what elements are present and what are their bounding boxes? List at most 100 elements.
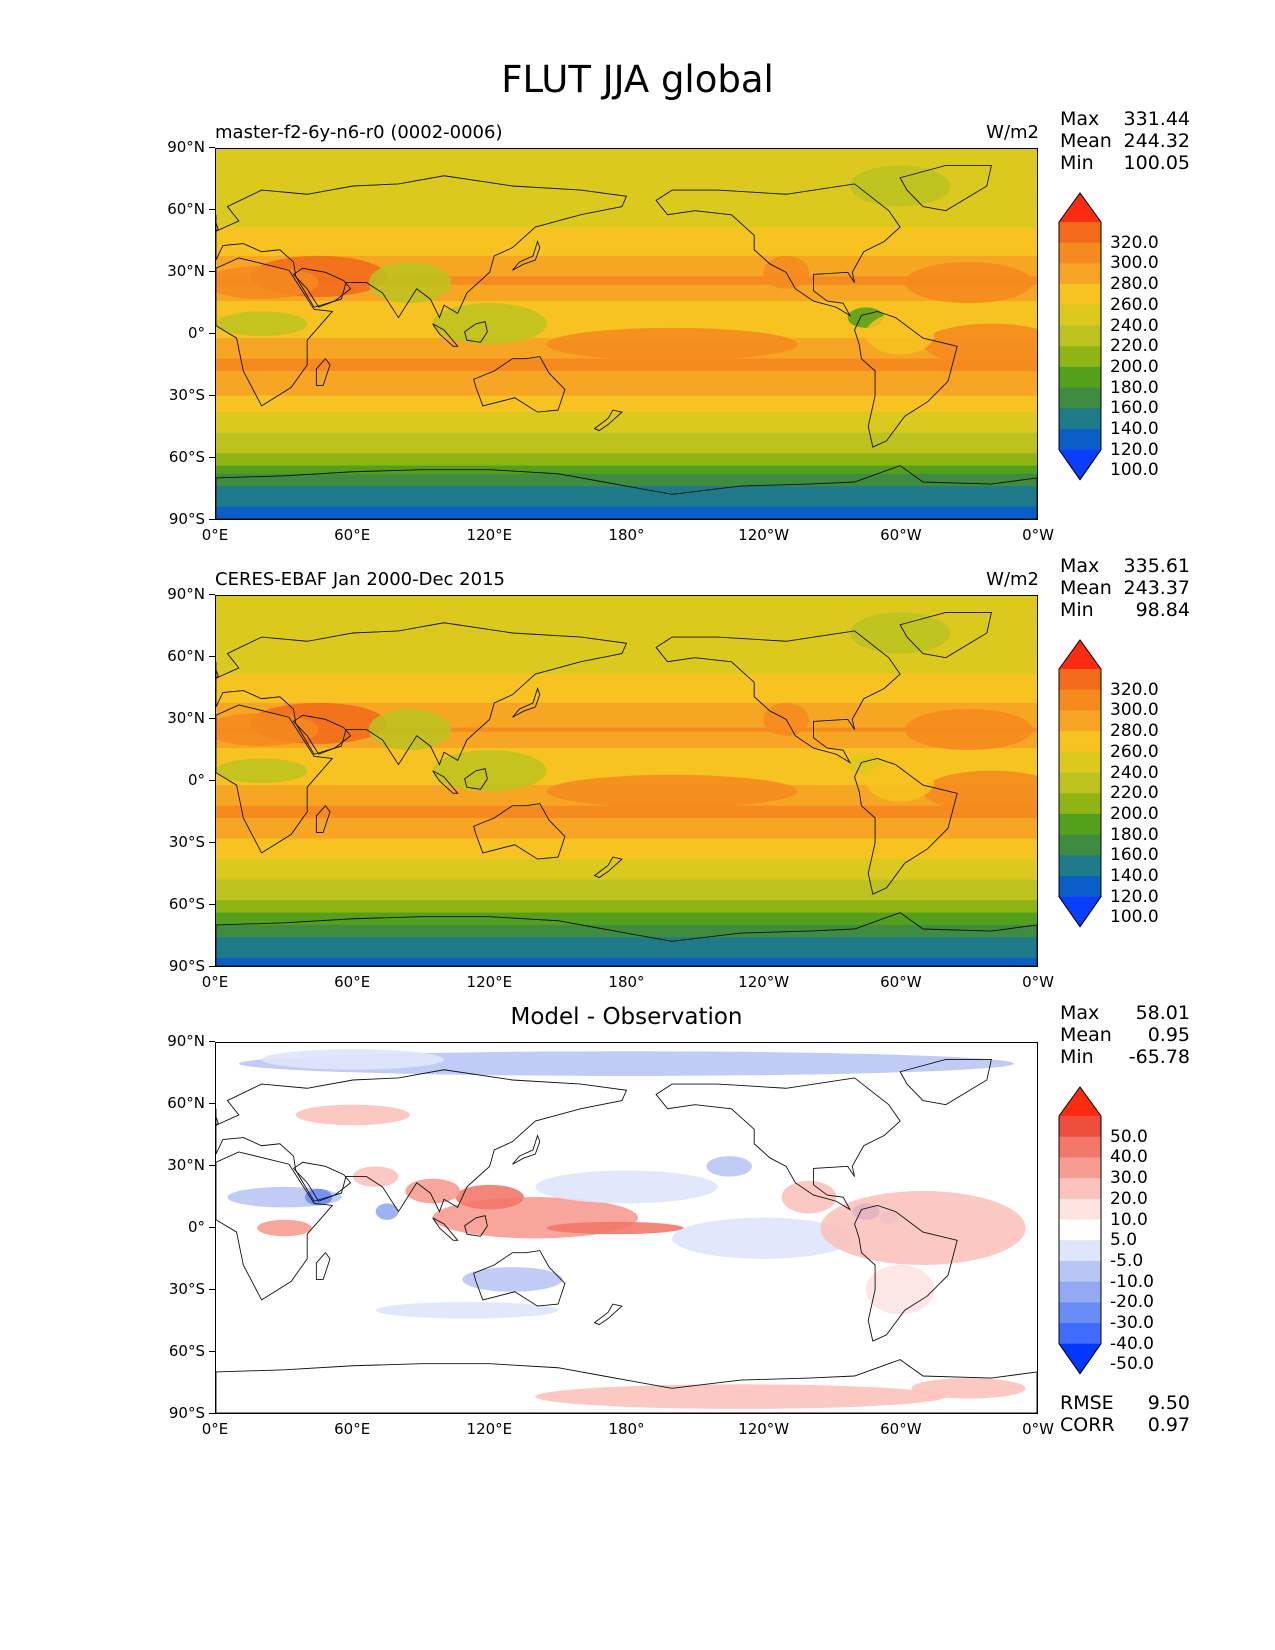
map-svg [216, 1043, 1037, 1413]
colorbar-tick-label: 200.0 [1110, 356, 1159, 377]
field-band [216, 440, 1037, 446]
coastline-samerica [854, 310, 958, 448]
field-band [216, 645, 1037, 651]
colorbar-segment [1059, 222, 1101, 244]
field-band [216, 744, 1037, 749]
field-band [216, 255, 1037, 261]
coastline-japan [512, 240, 541, 271]
diff-region [546, 1221, 684, 1235]
colorbar-segment [1059, 387, 1101, 409]
field-band [216, 739, 1037, 745]
stat-value: 58.01 [1135, 1002, 1190, 1024]
field-band [216, 399, 1037, 405]
field-band [216, 707, 1037, 712]
stat-row: Max 58.01 [1060, 1002, 1190, 1024]
field-band [216, 678, 1037, 683]
stat-label: Min [1060, 1046, 1094, 1068]
field-band [216, 612, 1037, 618]
colorbar-segment [1059, 346, 1101, 368]
colorbar-tick-label: 5.0 [1110, 1230, 1138, 1251]
stat-row: Mean 0.95 [1060, 1024, 1190, 1046]
field-band [216, 313, 1037, 319]
field-band [216, 432, 1037, 438]
colorbar-tick-label: 20.0 [1110, 1188, 1148, 1209]
colorbar-tick-label: 120.0 [1110, 439, 1159, 460]
colorbar-tick-label: -5.0 [1110, 1250, 1144, 1271]
x-tick-label: 120°E [466, 973, 513, 991]
colorbar-tick-label: 120.0 [1110, 886, 1159, 907]
y-tick-label: 90°S [155, 957, 215, 975]
map-panel-3: Model - Observation Max 58.01 Mean 0.95 Min -6… [0, 1002, 1275, 1466]
colorbar-segment [1059, 408, 1101, 430]
y-tick-label: 30°N [155, 709, 215, 727]
colorbar-segment [1059, 731, 1101, 753]
field-band [216, 916, 1037, 922]
coastline-antarctica [216, 1359, 1037, 1413]
field-region [368, 708, 451, 751]
colorbar-tick-label: 50.0 [1110, 1126, 1148, 1147]
field-band [216, 855, 1037, 860]
figure-title: FLUT JJA global [501, 58, 774, 101]
colorbar-segment [1059, 366, 1101, 388]
colorbar-extend-max [1059, 1087, 1101, 1116]
field-band [216, 904, 1037, 910]
field-band [216, 649, 1037, 655]
field-band [216, 260, 1037, 265]
colorbar-extend-min [1059, 1343, 1101, 1374]
coastline-borneo [464, 1215, 488, 1237]
coastline-africa [216, 704, 334, 854]
field-band [216, 949, 1037, 955]
field-band [216, 268, 1037, 273]
stat-value: 0.97 [1147, 1414, 1190, 1436]
field-band [216, 514, 1037, 519]
field-band [216, 690, 1037, 696]
field-band [216, 239, 1037, 245]
field-band [216, 214, 1037, 220]
y-tick-label: 60°S [155, 895, 215, 913]
y-tick-label: 30°S [155, 1280, 215, 1298]
field-band [216, 366, 1037, 372]
diff-region [865, 1265, 935, 1315]
coastline-borneo [464, 321, 488, 343]
field-band [216, 945, 1037, 951]
field-band [216, 682, 1037, 688]
field-band [216, 670, 1037, 675]
coastline-greenland [899, 1058, 992, 1106]
y-tick-label: 30°S [155, 386, 215, 404]
field-band [216, 929, 1037, 934]
colorbar [1058, 639, 1102, 928]
field-band [216, 379, 1037, 384]
map-panel-1: master-f2-6y-n6-r0 (0002-0006) W/m2 Max 331… [0, 108, 1275, 572]
field-band [216, 305, 1037, 310]
field-band [216, 961, 1037, 966]
y-tick-label: 90°N [155, 585, 215, 603]
field-band [216, 887, 1037, 893]
field-band [216, 760, 1037, 766]
colorbar-segment [1059, 325, 1101, 347]
y-tick-label: 90°S [155, 510, 215, 528]
units-label: W/m2 [986, 122, 1039, 143]
field-band [216, 686, 1037, 692]
field-band [216, 653, 1037, 659]
stat-label: CORR [1060, 1414, 1115, 1436]
field-band [216, 657, 1037, 663]
field-band [216, 912, 1037, 918]
colorbar-segment [1059, 813, 1101, 835]
field-region [546, 774, 798, 808]
field-band [216, 838, 1037, 844]
y-tick-label: 90°S [155, 1404, 215, 1422]
field-region [216, 758, 308, 784]
field-band [216, 908, 1037, 914]
field-band [216, 924, 1037, 930]
colorbar-segment [1059, 1240, 1101, 1262]
colorbar-segment [1059, 751, 1101, 773]
field-band [216, 494, 1037, 500]
x-tick-label: 120°W [738, 1420, 790, 1438]
field-band [216, 637, 1037, 642]
diff-region [261, 1049, 445, 1070]
colorbar-segment [1059, 284, 1101, 306]
colorbar-outline [1058, 1086, 1102, 1375]
field-band [216, 764, 1037, 770]
colorbar-container [1058, 192, 1102, 486]
coastline-sumatra [432, 323, 459, 347]
